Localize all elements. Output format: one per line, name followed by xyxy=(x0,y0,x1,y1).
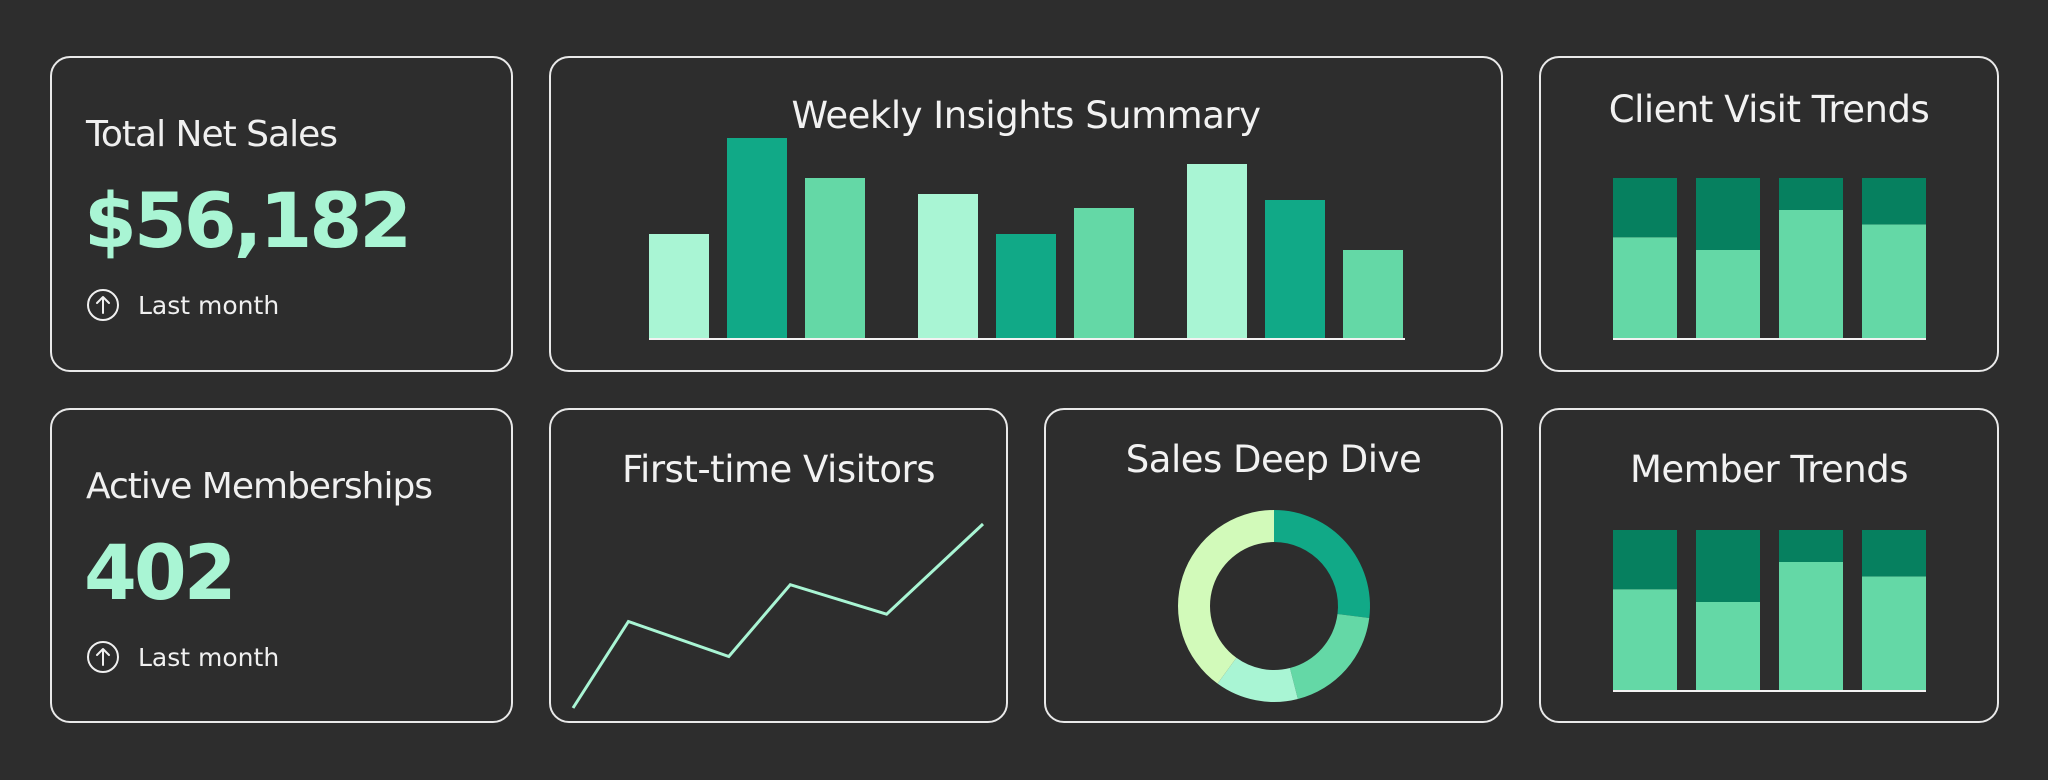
chart-title: Client Visit Trends xyxy=(1608,88,1930,131)
stacked-bar-segment xyxy=(1779,178,1843,210)
chart-title: Member Trends xyxy=(1630,448,1909,491)
sales-deep-dive-chart xyxy=(1178,510,1370,702)
bar xyxy=(805,178,865,338)
bar xyxy=(649,234,709,338)
stacked-bar-segment xyxy=(1613,178,1677,238)
stacked-bar-segment xyxy=(1862,530,1926,577)
stacked-bar-segment xyxy=(1779,210,1843,338)
stacked-bar-segment xyxy=(1696,602,1760,690)
stacked-bar-segment xyxy=(1862,178,1926,225)
stacked-bar-segment xyxy=(1613,530,1677,590)
bar xyxy=(1074,208,1134,338)
donut-slice xyxy=(1217,657,1298,702)
client-visit-chart xyxy=(1613,178,1926,340)
donut-slice xyxy=(1289,614,1370,699)
stacked-bar-segment xyxy=(1696,530,1760,602)
bar xyxy=(1343,250,1403,338)
bar xyxy=(918,194,978,338)
series-line xyxy=(571,522,985,709)
kpi-card-memberships[interactable]: Active Memberships 402 Last month xyxy=(50,408,513,723)
stacked-bar-segment xyxy=(1696,250,1760,338)
first-time-visitors-card[interactable]: First-time Visitors xyxy=(549,408,1008,723)
kpi-footer: Last month xyxy=(86,640,279,674)
chart-title: Weekly Insights Summary xyxy=(791,94,1261,137)
stacked-bar-segment xyxy=(1779,562,1843,690)
arrow-up-circle-icon xyxy=(87,289,119,321)
member-trends-chart xyxy=(1613,530,1926,692)
kpi-period: Last month xyxy=(138,642,280,672)
kpi-footer: Last month xyxy=(86,288,279,322)
kpi-value: 402 xyxy=(84,528,237,617)
stacked-bar-segment xyxy=(1862,576,1926,690)
weekly-insights-card[interactable]: Weekly Insights Summary xyxy=(549,56,1503,372)
bar xyxy=(727,138,787,338)
kpi-card-net-sales[interactable]: Total Net Sales $56,182 Last month xyxy=(50,56,513,372)
donut-slice xyxy=(1274,510,1370,619)
stacked-bar-segment xyxy=(1779,530,1843,562)
kpi-label: Active Memberships xyxy=(86,466,433,507)
sales-deep-dive-card[interactable]: Sales Deep Dive xyxy=(1044,408,1503,723)
stacked-bar-segment xyxy=(1696,178,1760,250)
weekly-insights-chart xyxy=(649,138,1405,340)
donut-slice xyxy=(1178,510,1274,684)
stacked-bar-segment xyxy=(1862,224,1926,338)
bar xyxy=(1265,200,1325,338)
client-visit-card[interactable]: Client Visit Trends xyxy=(1539,56,1999,372)
kpi-value: $56,182 xyxy=(84,176,412,265)
arrow-up-circle-icon xyxy=(87,641,119,673)
first-time-visitors-chart xyxy=(571,522,985,709)
chart-title: First-time Visitors xyxy=(621,448,936,491)
member-trends-card[interactable]: Member Trends xyxy=(1539,408,1999,723)
kpi-label: Total Net Sales xyxy=(86,114,338,155)
stacked-bar-segment xyxy=(1613,589,1677,690)
stacked-bar-segment xyxy=(1613,237,1677,338)
bar xyxy=(1187,164,1247,338)
chart-title: Sales Deep Dive xyxy=(1125,438,1422,481)
kpi-period: Last month xyxy=(138,290,280,320)
bar xyxy=(996,234,1056,338)
